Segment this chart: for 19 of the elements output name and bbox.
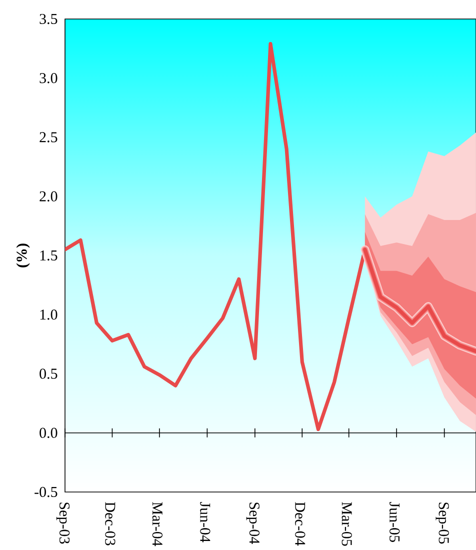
y-tick-label: 1.0 (40, 310, 58, 320)
x-tick-label: Sep-03 (56, 502, 70, 544)
x-tick-label: Sep-04 (246, 502, 260, 544)
x-tick-label: Jun-04 (200, 502, 210, 542)
y-tick-label: 3.0 (40, 73, 58, 84)
y-tick-label: 0.0 (40, 428, 58, 438)
x-tick-label: Mar-05 (342, 502, 352, 546)
x-tick-label: Jun-05 (390, 502, 400, 542)
x-tick-label: Mar-04 (152, 502, 163, 546)
y-axis-title: (%) (16, 244, 30, 268)
y-tick-label: 1.5 (40, 250, 58, 261)
y-tick-label: -0.5 (34, 486, 58, 498)
y-tick-label: 3.5 (40, 14, 58, 24)
y-tick-label: 2.0 (40, 191, 58, 202)
x-tick-label: Dec-04 (295, 502, 306, 546)
y-tick-label: 2.5 (40, 132, 58, 142)
x-tick-label: Sep-05 (436, 502, 449, 544)
x-tick-label: Dec-03 (105, 502, 116, 546)
y-tick-label: 0.5 (40, 368, 58, 379)
